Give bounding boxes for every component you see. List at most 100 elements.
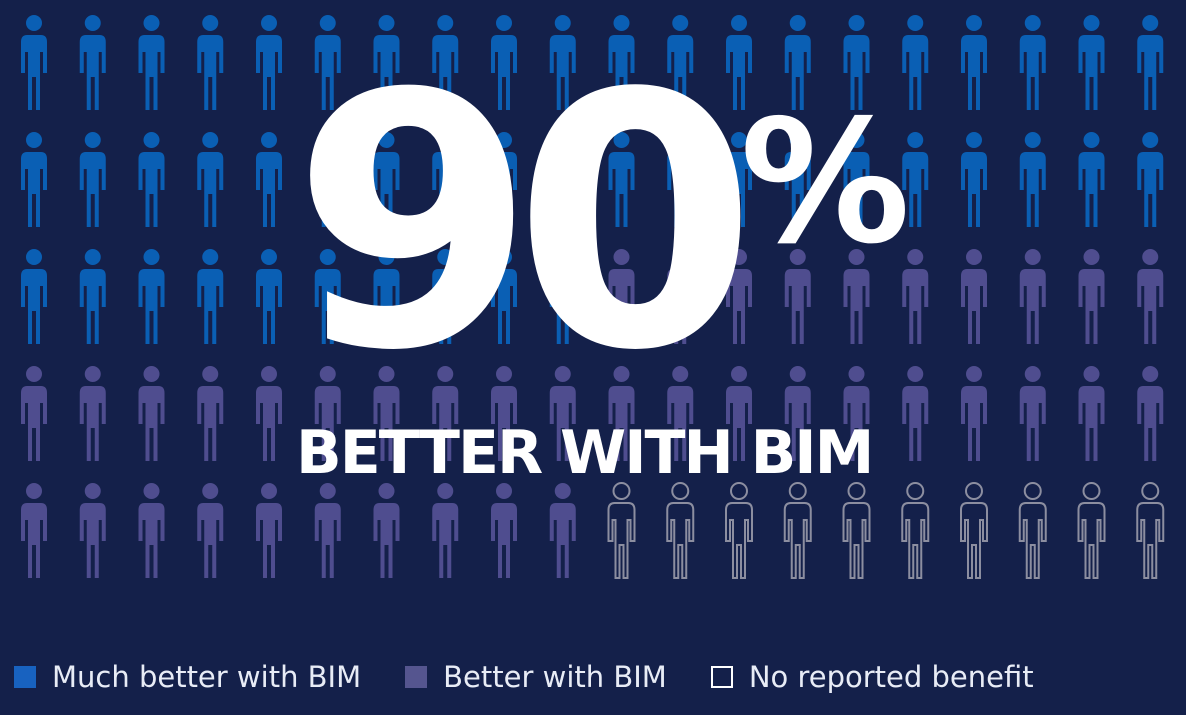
person-icon xyxy=(373,15,400,110)
person-icon xyxy=(902,132,929,227)
legend-label: No reported benefit xyxy=(748,660,1034,694)
person-icon xyxy=(197,249,224,344)
person-icon xyxy=(784,249,811,344)
person-icon xyxy=(491,483,517,578)
person-icon xyxy=(491,15,517,110)
legend: Much better with BIM Better with BIM No … xyxy=(14,660,1034,694)
person-icon xyxy=(961,15,987,110)
person-icon xyxy=(373,249,400,344)
person-icon xyxy=(902,366,929,461)
person-icon xyxy=(79,132,106,227)
person-outline-icon xyxy=(666,482,695,579)
person-icon xyxy=(784,132,811,227)
person-icon xyxy=(1137,132,1164,227)
person-icon xyxy=(549,15,576,110)
person-outline-icon xyxy=(607,482,636,579)
person-icon xyxy=(256,15,282,110)
person-icon xyxy=(961,366,987,461)
legend-item-much-better: Much better with BIM xyxy=(14,660,361,694)
person-icon xyxy=(843,132,870,227)
person-icon xyxy=(21,483,47,578)
person-icon xyxy=(197,483,224,578)
person-icon xyxy=(608,366,635,461)
person-icon xyxy=(667,132,694,227)
legend-item-better: Better with BIM xyxy=(405,660,667,694)
person-icon xyxy=(491,366,517,461)
person-icon xyxy=(197,15,224,110)
person-outline-icon xyxy=(725,482,753,579)
person-icon xyxy=(79,366,106,461)
person-icon xyxy=(843,249,870,344)
person-icon xyxy=(667,366,694,461)
person-outline-icon xyxy=(842,482,871,579)
person-icon xyxy=(1137,249,1164,344)
person-icon xyxy=(1019,132,1046,227)
person-icon xyxy=(549,249,576,344)
person-icon xyxy=(432,483,459,578)
person-outline-icon xyxy=(1018,482,1047,579)
headline-value: 90 xyxy=(292,19,757,427)
person-icon xyxy=(79,249,106,344)
person-icon xyxy=(1078,15,1105,110)
person-icon xyxy=(1078,132,1105,227)
person-icon xyxy=(726,15,752,110)
person-outline-icon xyxy=(1077,482,1106,579)
person-icon xyxy=(902,15,929,110)
headline-label: BETTER WITH BIM xyxy=(296,418,874,488)
person-icon xyxy=(432,132,459,227)
person-icon xyxy=(138,249,165,344)
person-icon xyxy=(902,249,929,344)
person-icon xyxy=(21,366,47,461)
legend-label: Much better with BIM xyxy=(52,660,362,694)
person-icon xyxy=(197,366,224,461)
person-icon xyxy=(961,132,987,227)
person-icon xyxy=(667,249,694,344)
filled-square-icon xyxy=(14,666,36,688)
person-icon xyxy=(373,483,400,578)
person-icon xyxy=(1078,366,1105,461)
person-icon xyxy=(667,15,694,110)
person-icon xyxy=(608,249,635,344)
person-icon xyxy=(1078,249,1105,344)
person-icon xyxy=(1019,366,1046,461)
person-icon xyxy=(314,366,341,461)
person-icon xyxy=(21,15,47,110)
person-icon xyxy=(843,15,870,110)
person-icon xyxy=(256,366,282,461)
person-icon xyxy=(784,15,811,110)
person-icon xyxy=(726,132,752,227)
person-icon xyxy=(726,249,752,344)
person-icon xyxy=(1137,15,1164,110)
legend-label: Better with BIM xyxy=(443,660,667,694)
person-icon xyxy=(138,132,165,227)
person-icon xyxy=(432,15,459,110)
person-icon xyxy=(549,132,576,227)
person-icon xyxy=(373,132,400,227)
outline-square-icon xyxy=(710,666,733,688)
filled-square-icon xyxy=(405,666,428,688)
person-icon xyxy=(373,366,400,461)
person-icon xyxy=(432,366,459,461)
person-icon xyxy=(79,15,106,110)
person-icon xyxy=(549,483,576,578)
person-icon xyxy=(1137,366,1164,461)
person-outline-icon xyxy=(960,482,988,579)
person-icon xyxy=(1019,15,1046,110)
person-icon xyxy=(726,366,752,461)
person-icon xyxy=(256,132,282,227)
person-icon xyxy=(432,249,459,344)
person-icon xyxy=(608,132,635,227)
person-icon xyxy=(491,249,517,344)
person-icon xyxy=(314,15,341,110)
person-outline-icon xyxy=(1136,482,1165,579)
person-icon xyxy=(256,249,282,344)
person-icon xyxy=(314,132,341,227)
person-icon xyxy=(314,483,341,578)
person-icon xyxy=(961,249,987,344)
person-icon xyxy=(21,132,47,227)
person-icon xyxy=(21,249,47,344)
person-icon xyxy=(314,249,341,344)
person-icon xyxy=(138,366,165,461)
person-outline-icon xyxy=(783,482,812,579)
